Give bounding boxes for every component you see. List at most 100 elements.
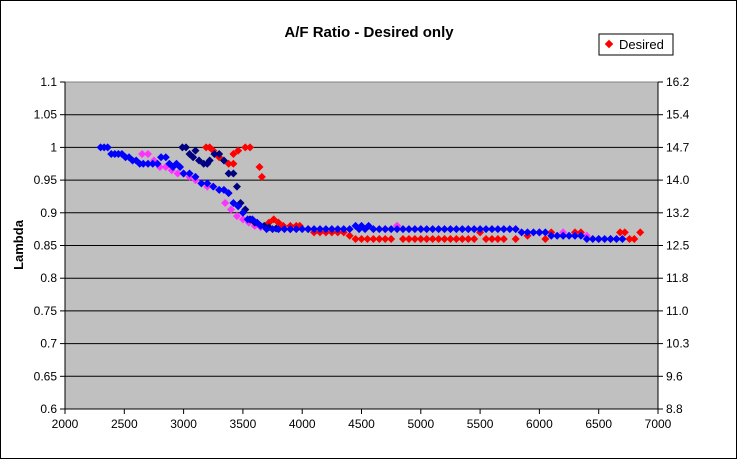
data-point — [191, 172, 200, 181]
x-tick-label: 2000 — [52, 417, 79, 431]
data-point — [339, 225, 348, 234]
data-point — [458, 225, 467, 234]
y2-tick-label: 16.2 — [666, 75, 690, 89]
data-point — [138, 149, 147, 158]
data-point — [594, 234, 603, 243]
data-point — [422, 225, 431, 234]
x-axis-ticks: 2000 2500 3000 3500 4000 4500 5000 5500 6000 6500… — [52, 408, 672, 431]
x-tick-label: 7000 — [645, 417, 672, 431]
data-point — [387, 225, 396, 234]
data-point — [416, 234, 425, 243]
data-point — [630, 234, 639, 243]
data-point — [321, 225, 330, 234]
data-point — [262, 225, 271, 234]
y-axis-ticks: 0.6 0.65 0.7 0.75 0.8 0.85 0.9 0.95 1 1.05 1.1 — [34, 75, 66, 416]
data-point — [256, 221, 265, 230]
data-point — [541, 228, 550, 237]
y2-tick-label: 10.3 — [666, 337, 690, 351]
y-tick-label: 0.6 — [40, 402, 57, 416]
x-tick-label: 3000 — [170, 417, 197, 431]
data-point — [493, 225, 502, 234]
data-point — [215, 185, 224, 194]
data-point — [229, 159, 238, 168]
data-point — [416, 225, 425, 234]
y-tick-label: 0.65 — [34, 369, 58, 383]
data-point — [375, 225, 384, 234]
data-point — [209, 182, 218, 191]
data-point — [310, 225, 319, 234]
y2-tick-label: 13.2 — [666, 206, 690, 220]
data-point — [227, 205, 236, 214]
data-point — [234, 202, 243, 211]
data-point — [229, 198, 238, 207]
data-point — [176, 163, 185, 172]
y2-tick-label: 15.4 — [666, 108, 690, 122]
data-point — [232, 212, 241, 221]
data-point — [357, 234, 366, 243]
data-point — [363, 234, 372, 243]
data-point — [399, 234, 408, 243]
data-point — [499, 234, 508, 243]
data-point — [315, 225, 324, 234]
data-point — [559, 231, 568, 240]
y2-tick-label: 9.6 — [666, 369, 683, 383]
data-point — [616, 228, 625, 237]
y-tick-label: 1 — [50, 140, 57, 154]
data-point — [410, 225, 419, 234]
data-point — [298, 225, 307, 234]
data-point — [219, 156, 228, 165]
data-point — [505, 225, 514, 234]
data-point — [243, 215, 252, 224]
data-point — [241, 143, 250, 152]
x-tick-label: 4000 — [289, 417, 316, 431]
data-point — [452, 234, 461, 243]
data-point — [446, 234, 455, 243]
y-tick-label: 0.85 — [34, 239, 58, 253]
data-point — [434, 225, 443, 234]
data-point — [606, 234, 615, 243]
data-point — [625, 234, 634, 243]
data-point — [499, 225, 508, 234]
data-point — [428, 225, 437, 234]
data-point — [255, 163, 264, 172]
legend: Desired — [598, 33, 674, 56]
data-point — [381, 225, 390, 234]
data-point — [511, 225, 520, 234]
y2-tick-label: 11.0 — [666, 304, 689, 318]
data-point — [139, 159, 148, 168]
data-point — [161, 153, 170, 162]
data-point — [487, 225, 496, 234]
data-point — [364, 221, 373, 230]
data-point — [238, 208, 247, 217]
x-tick-label: 2500 — [111, 417, 138, 431]
data-point — [327, 225, 336, 234]
data-point — [269, 215, 278, 224]
y-tick-label: 0.95 — [34, 173, 58, 187]
data-point — [464, 234, 473, 243]
data-point — [157, 153, 166, 162]
data-point — [570, 231, 579, 240]
data-point — [529, 228, 538, 237]
data-point — [224, 169, 233, 178]
data-point — [440, 225, 449, 234]
y-tick-label: 0.8 — [40, 271, 57, 285]
data-point — [205, 156, 214, 165]
data-point — [351, 234, 360, 243]
data-point — [203, 179, 212, 188]
data-point — [195, 156, 204, 165]
data-point — [470, 225, 479, 234]
legend-label-desired: Desired — [619, 37, 664, 52]
data-point — [588, 234, 597, 243]
data-point — [215, 149, 224, 158]
data-point — [179, 169, 188, 178]
data-point — [482, 234, 491, 243]
y-tick-label: 0.7 — [40, 337, 57, 351]
x-tick-label: 5000 — [407, 417, 434, 431]
y-tick-label: 1.1 — [40, 75, 57, 89]
data-point — [181, 143, 190, 152]
y2-tick-label: 14.7 — [666, 140, 690, 154]
data-point — [248, 215, 257, 224]
data-point — [210, 149, 219, 158]
data-point — [148, 159, 157, 168]
y2-tick-label: 12.5 — [666, 239, 690, 253]
